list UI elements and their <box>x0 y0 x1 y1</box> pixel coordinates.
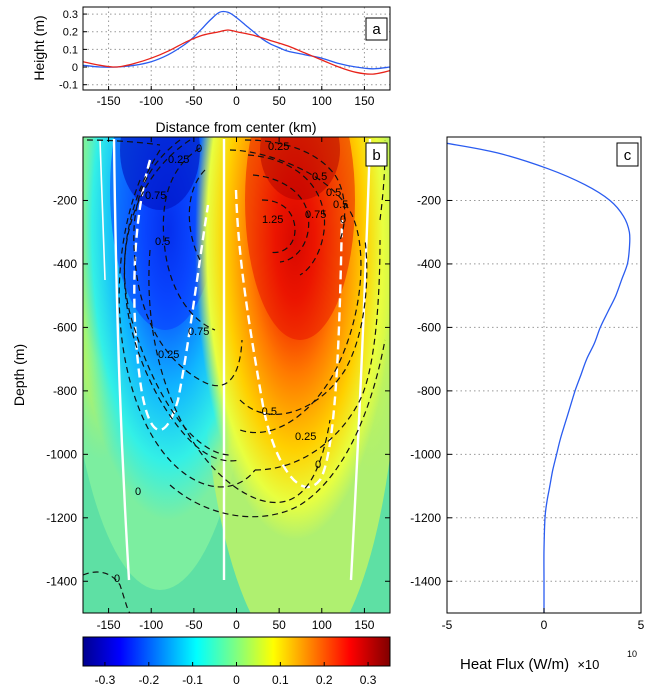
x-tick-label: 100 <box>312 618 332 632</box>
x-tick-label: 100 <box>312 94 332 108</box>
contour-label: 0.75 <box>305 209 326 221</box>
y-tick-label: -0.1 <box>59 80 78 92</box>
colorbar-tick-label: 0.1 <box>272 673 289 687</box>
panel-c-xlabel-text: Heat Flux (W/m) <box>460 656 569 673</box>
contour-label: 0.25 <box>295 431 316 443</box>
colorbar-tick-label: -0.1 <box>182 673 203 687</box>
colorbar-tick-label: -0.3 <box>95 673 116 687</box>
x-tick-label: 50 <box>272 618 286 632</box>
x-tick-label: -50 <box>185 94 203 108</box>
x-tick-label: 50 <box>272 94 286 108</box>
x-tick-label: -5 <box>442 618 453 632</box>
x-tick-label: -100 <box>139 94 163 108</box>
panel-c: -5 0 5 -200 -400 -600 -800 -1000 -1200 -1400 c He… <box>410 136 645 673</box>
panel-a-xlabel: Distance from center (km) <box>155 119 316 135</box>
contour-label: 0.5 <box>312 171 327 183</box>
x-tick-label: 0 <box>233 618 240 632</box>
x-tick-label: 150 <box>354 94 374 108</box>
colorbar-tick-label: -0.2 <box>138 673 159 687</box>
contour-labels: 0 0.25 0.75 0.5 0.75 0.25 0.25 0.5 1.25 … <box>114 141 348 585</box>
y-tick-label: -1200 <box>410 511 441 525</box>
x-tick-label: 0 <box>541 618 548 632</box>
colorbar-tick-label: 0 <box>233 673 240 687</box>
contour-label: 0 <box>114 573 120 585</box>
y-tick-label: -1400 <box>410 574 441 588</box>
panel-c-label-box <box>616 142 639 167</box>
series-line-blue <box>83 10 390 70</box>
panel-b-ylabel: Depth (m) <box>11 344 27 406</box>
y-tick-label: -400 <box>53 257 77 271</box>
y-tick-label: -600 <box>53 320 77 334</box>
contour-label: 0.25 <box>268 141 289 153</box>
contour-label: 0.25 <box>158 349 179 361</box>
panel-c-xlabel: Heat Flux (W/m) ×10 <box>460 656 599 673</box>
y-tick-label: 0.3 <box>63 9 78 21</box>
contour-label: 0.75 <box>145 190 166 202</box>
panel-b-ticks: -150 -100 -50 0 50 100 150 -200 -400 -600 -800 -100… <box>46 137 390 632</box>
heat-flux-line <box>447 142 631 613</box>
panel-a-label: a <box>372 21 381 38</box>
colorbar-fill <box>82 636 391 667</box>
contour-label: 1.25 <box>262 214 283 226</box>
y-tick-label: -1200 <box>46 511 77 525</box>
y-tick-label: 0 <box>72 62 78 74</box>
contour-label: -0.5 <box>258 406 277 418</box>
y-tick-label: 0.2 <box>63 27 78 39</box>
panel-a-ticks: -150 -100 -50 0 50 100 150 -0.1 0 0.1 0.2 0.3 <box>59 9 375 108</box>
x-tick-label: 5 <box>638 618 645 632</box>
panel-c-ticks: -5 0 5 -200 -400 -600 -800 -1000 -1200 -1400 <box>410 193 644 632</box>
panel-c-xlabel-exponent: 10 <box>627 649 637 659</box>
series-line-red <box>83 29 390 75</box>
y-tick-label: -1000 <box>46 447 77 461</box>
panel-c-label: c <box>624 147 632 164</box>
y-tick-label: 0.1 <box>63 44 78 56</box>
x-tick-label: -100 <box>139 618 163 632</box>
x-tick-label: -150 <box>97 94 121 108</box>
y-tick-label: -400 <box>417 257 441 271</box>
x-tick-label: -150 <box>97 618 121 632</box>
contour-label: 0 <box>315 459 321 471</box>
x-tick-label: -50 <box>185 618 203 632</box>
white-contours <box>99 138 372 581</box>
colorbar: -0.3 -0.2 -0.1 0 0.1 0.2 0.3 <box>82 636 391 687</box>
y-tick-label: -200 <box>417 193 441 207</box>
panel-b-label-box <box>365 142 388 167</box>
panel-b: 0 0.25 0.75 0.5 0.75 0.25 0.25 0.5 1.25 … <box>11 136 391 632</box>
contour-label: 0.5 <box>326 187 341 199</box>
panel-a: -150 -100 -50 0 50 100 150 -0.1 0 0.1 0.2 0.3 a Dis… <box>31 6 391 135</box>
contour-label: 0.25 <box>168 154 189 166</box>
panel-b-label: b <box>372 147 380 164</box>
contour-label: 0.75 <box>188 326 209 338</box>
contour-label: 0.5 <box>155 236 170 248</box>
contour-label: 0 <box>135 486 141 498</box>
black-contours <box>83 139 386 613</box>
panel-a-ylabel: Height (m) <box>31 15 47 80</box>
panel-a-label-box <box>365 17 388 41</box>
y-tick-label: -1000 <box>410 447 441 461</box>
x-tick-label: 0 <box>233 94 240 108</box>
contour-label: 0 <box>340 214 346 226</box>
contour-label: 0 <box>196 143 202 155</box>
contour-label: 0.5 <box>333 199 348 211</box>
y-tick-label: -600 <box>417 320 441 334</box>
y-tick-label: -200 <box>53 193 77 207</box>
colorbar-tick-label: 0.3 <box>360 673 377 687</box>
colorbar-tick-label: 0.2 <box>316 673 333 687</box>
y-tick-label: -800 <box>53 384 77 398</box>
panel-c-xlabel-multiplier: ×10 <box>577 657 599 672</box>
y-tick-label: -1400 <box>46 574 77 588</box>
y-tick-label: -800 <box>417 384 441 398</box>
x-tick-label: 150 <box>354 618 374 632</box>
colorbar-ticks: -0.3 -0.2 -0.1 0 0.1 0.2 0.3 <box>95 662 377 687</box>
